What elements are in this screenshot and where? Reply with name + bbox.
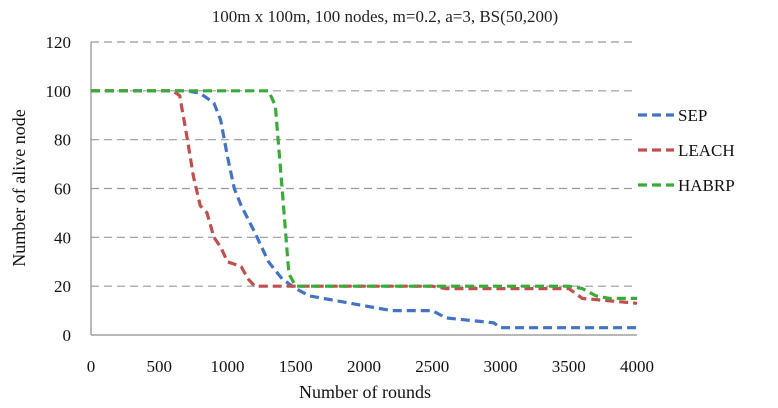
y-tick-label-4: 80	[54, 131, 71, 150]
series-line-leach	[91, 89, 638, 305]
y-axis-label: Number of alive node	[9, 109, 29, 266]
legend: SEP LEACH HABRP	[638, 106, 735, 195]
y-tick-label-3: 60	[54, 180, 71, 199]
x-axis-label: Number of rounds	[299, 382, 431, 402]
x-tick-label-8: 4000	[620, 357, 654, 376]
chart-title: 100m x 100m, 100 nodes, m=0.2, a=3, BS(5…	[212, 7, 558, 26]
legend-label-sep: SEP	[678, 106, 707, 125]
x-tick-label-4: 2000	[347, 357, 381, 376]
legend-label-leach: LEACH	[678, 141, 735, 160]
y-tick-label-2: 40	[54, 228, 71, 247]
x-tick-label-0: 0	[87, 357, 96, 376]
x-tick-label-3: 1500	[279, 357, 313, 376]
y-tick-label-5: 100	[46, 82, 72, 101]
grid-lines	[91, 41, 637, 287]
x-tick-label-6: 3000	[484, 357, 518, 376]
x-tick-label-1: 500	[147, 357, 173, 376]
y-tick-label-1: 20	[54, 277, 71, 296]
legend-label-habrp: HABRP	[678, 176, 735, 195]
y-tick-label-0: 0	[63, 326, 72, 345]
series-line-sep	[91, 89, 637, 330]
series-line-habrp	[91, 89, 637, 300]
x-tick-label-2: 1000	[211, 357, 245, 376]
series-lines	[91, 89, 638, 330]
tick-labels: 0 20 40 60 80 100 120 0 500 1000 1500 2000 2500 3000 3…	[46, 33, 655, 376]
x-tick-label-7: 3500	[552, 357, 586, 376]
x-tick-label-5: 2500	[415, 357, 449, 376]
y-tick-label-6: 120	[46, 33, 72, 52]
